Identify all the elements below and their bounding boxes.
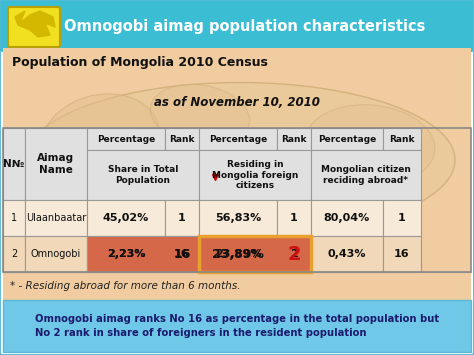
Bar: [87, 236, 199, 272]
Bar: [3, 128, 471, 272]
Text: Residing in
Mongolia foreign
citizens: Residing in Mongolia foreign citizens: [212, 160, 298, 190]
Ellipse shape: [150, 84, 249, 146]
Bar: [3, 200, 25, 236]
Text: 45,02%: 45,02%: [103, 213, 149, 223]
Ellipse shape: [305, 105, 435, 185]
Bar: [3, 272, 471, 300]
Text: Rank: Rank: [389, 135, 415, 143]
Bar: [87, 200, 165, 236]
Text: 2: 2: [290, 249, 298, 259]
Bar: [3, 236, 25, 272]
Text: Omnogobi: Omnogobi: [31, 249, 81, 259]
Text: Ulaanbaatar: Ulaanbaatar: [26, 213, 86, 223]
Text: 1: 1: [11, 213, 17, 223]
Text: 16: 16: [173, 247, 191, 261]
Text: 16: 16: [174, 249, 190, 259]
Text: 1: 1: [178, 213, 186, 223]
Text: 2,23%: 2,23%: [107, 249, 145, 259]
Bar: [87, 150, 199, 200]
Text: 23,89%: 23,89%: [212, 247, 264, 261]
Ellipse shape: [160, 155, 260, 225]
Text: 16: 16: [394, 249, 410, 259]
Polygon shape: [15, 11, 55, 37]
Bar: [165, 128, 199, 150]
Bar: [277, 128, 311, 150]
Bar: [165, 236, 199, 272]
Bar: [199, 236, 311, 272]
Text: 1: 1: [290, 213, 298, 223]
Bar: [383, 200, 421, 236]
Bar: [199, 150, 311, 200]
Ellipse shape: [41, 94, 159, 186]
Bar: [165, 200, 199, 236]
Bar: [87, 128, 165, 150]
Text: Percentage: Percentage: [209, 135, 267, 143]
Bar: [25, 200, 87, 236]
Text: * - Residing abroad for more than 6 months.: * - Residing abroad for more than 6 mont…: [10, 281, 240, 291]
Text: Rank: Rank: [281, 135, 307, 143]
Text: Percentage: Percentage: [318, 135, 376, 143]
Text: 1: 1: [398, 213, 406, 223]
Bar: [3, 48, 471, 300]
Text: Omnogobi aimag ranks No 16 as percentage in the total population but
No 2 rank i: Omnogobi aimag ranks No 16 as percentage…: [35, 315, 439, 338]
Bar: [3, 24, 471, 48]
Bar: [311, 200, 383, 236]
Bar: [25, 128, 87, 200]
Text: Rank: Rank: [169, 135, 195, 143]
Text: Percentage: Percentage: [97, 135, 155, 143]
FancyBboxPatch shape: [0, 0, 474, 52]
Bar: [383, 128, 421, 150]
Bar: [277, 200, 311, 236]
Text: Aimag
Name: Aimag Name: [37, 153, 74, 175]
Bar: [277, 236, 311, 272]
Text: 56,83%: 56,83%: [215, 213, 261, 223]
Bar: [311, 150, 421, 200]
Bar: [311, 128, 383, 150]
Text: 23,89%: 23,89%: [215, 249, 261, 259]
Ellipse shape: [25, 82, 455, 237]
Text: Omnogobi aimag population characteristics: Omnogobi aimag population characteristic…: [64, 18, 426, 33]
Text: 80,04%: 80,04%: [324, 213, 370, 223]
Bar: [311, 236, 383, 272]
Text: Population of Mongolia 2010 Census: Population of Mongolia 2010 Census: [12, 56, 268, 69]
Text: Mongolian citizen
reciding abroad*: Mongolian citizen reciding abroad*: [321, 165, 411, 185]
Text: 0,43%: 0,43%: [328, 249, 366, 259]
Bar: [87, 236, 165, 272]
Bar: [3, 300, 471, 352]
Text: as of November 10, 2010: as of November 10, 2010: [154, 96, 320, 109]
FancyBboxPatch shape: [8, 7, 60, 47]
Text: 2: 2: [287, 245, 301, 263]
Bar: [3, 128, 25, 200]
Text: Share in Total
Population: Share in Total Population: [108, 165, 178, 185]
Text: 2: 2: [11, 249, 17, 259]
Text: 2,23%: 2,23%: [107, 249, 145, 259]
Bar: [383, 236, 421, 272]
Bar: [199, 200, 277, 236]
Bar: [199, 236, 277, 272]
Bar: [25, 236, 87, 272]
Text: N№: N№: [3, 159, 25, 169]
Bar: [199, 128, 277, 150]
